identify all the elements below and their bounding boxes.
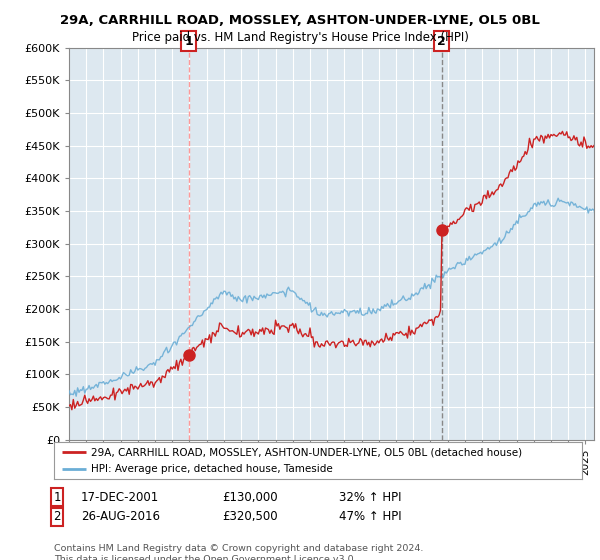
Text: 29A, CARRHILL ROAD, MOSSLEY, ASHTON-UNDER-LYNE, OL5 0BL: 29A, CARRHILL ROAD, MOSSLEY, ASHTON-UNDE… xyxy=(60,14,540,27)
Text: 26-AUG-2016: 26-AUG-2016 xyxy=(81,510,160,524)
Text: 1: 1 xyxy=(53,491,61,504)
Text: 47% ↑ HPI: 47% ↑ HPI xyxy=(339,510,401,524)
Text: Price paid vs. HM Land Registry's House Price Index (HPI): Price paid vs. HM Land Registry's House … xyxy=(131,31,469,44)
Text: 29A, CARRHILL ROAD, MOSSLEY, ASHTON-UNDER-LYNE, OL5 0BL (detached house): 29A, CARRHILL ROAD, MOSSLEY, ASHTON-UNDE… xyxy=(91,447,522,457)
Text: 2: 2 xyxy=(437,35,446,48)
Text: 2: 2 xyxy=(53,510,61,524)
Text: HPI: Average price, detached house, Tameside: HPI: Average price, detached house, Tame… xyxy=(91,464,333,474)
Text: £130,000: £130,000 xyxy=(222,491,278,504)
Text: 32% ↑ HPI: 32% ↑ HPI xyxy=(339,491,401,504)
Text: 17-DEC-2001: 17-DEC-2001 xyxy=(81,491,159,504)
Text: £320,500: £320,500 xyxy=(222,510,278,524)
Text: 1: 1 xyxy=(184,35,193,48)
Text: Contains HM Land Registry data © Crown copyright and database right 2024.
This d: Contains HM Land Registry data © Crown c… xyxy=(54,544,424,560)
